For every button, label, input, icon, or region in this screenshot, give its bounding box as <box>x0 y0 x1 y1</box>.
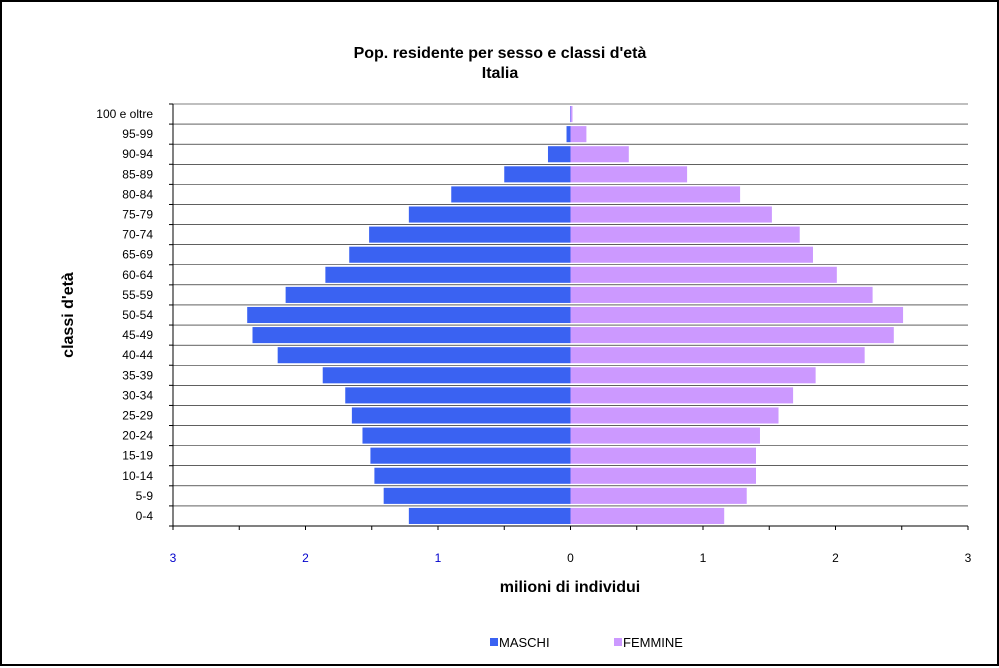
bar-femmine-20-24 <box>570 427 760 444</box>
bar-maschi-15-19 <box>370 447 571 464</box>
category-label: 90-94 <box>122 147 153 161</box>
category-label: 95-99 <box>122 127 153 141</box>
category-label: 45-49 <box>122 328 153 342</box>
bar-femmine-90-94 <box>570 146 629 163</box>
category-label: 40-44 <box>122 348 153 362</box>
bar-maschi-35-39 <box>322 367 571 384</box>
bars-layer <box>247 106 904 524</box>
axis-layer <box>169 103 969 530</box>
bar-maschi-20-24 <box>362 427 571 444</box>
bar-femmine-25-29 <box>570 407 779 424</box>
x-tick-label: 3 <box>170 551 177 565</box>
legend: MASCHI FEMMINE <box>490 635 683 650</box>
bar-femmine-0-4 <box>570 507 725 524</box>
category-label: 30-34 <box>122 388 153 402</box>
category-label: 80-84 <box>122 187 153 201</box>
bar-maschi-85-89 <box>504 166 571 183</box>
bar-maschi-25-29 <box>351 407 571 424</box>
legend-label-femmine: FEMMINE <box>623 635 683 650</box>
bar-femmine-55-59 <box>570 286 873 303</box>
bar-maschi-65-69 <box>349 246 571 263</box>
bar-femmine-70-74 <box>570 226 800 243</box>
bar-femmine-80-84 <box>570 186 741 203</box>
x-tick-label: 0 <box>567 551 574 565</box>
x-axis-title: milioni di individui <box>500 579 640 596</box>
bar-femmine-65-69 <box>570 246 813 263</box>
bar-maschi-10-14 <box>374 467 571 484</box>
bar-maschi-60-64 <box>325 266 571 283</box>
legend-swatch-femmine <box>614 638 622 646</box>
category-label: 20-24 <box>122 429 153 443</box>
bar-maschi-30-34 <box>345 387 571 404</box>
bar-maschi-45-49 <box>252 327 571 344</box>
category-label: 60-64 <box>122 268 153 282</box>
bar-femmine-50-54 <box>570 306 904 324</box>
bar-femmine-75-79 <box>570 206 772 223</box>
category-label: 65-69 <box>122 248 153 262</box>
x-tick-label: 1 <box>700 551 707 565</box>
bar-femmine-5-9 <box>570 487 747 504</box>
bar-femmine-45-49 <box>570 327 894 344</box>
bar-maschi-55-59 <box>285 286 571 303</box>
category-label: 100 e oltre <box>96 107 153 121</box>
x-tick-label: 3 <box>965 551 972 565</box>
y-axis-title: classi d'età <box>60 272 77 358</box>
legend-label-maschi: MASCHI <box>499 635 550 650</box>
bar-femmine-10-14 <box>570 467 756 484</box>
bar-maschi-80-84 <box>451 186 571 203</box>
category-label: 70-74 <box>122 228 153 242</box>
bar-femmine-35-39 <box>570 367 816 384</box>
category-label: 25-29 <box>122 408 153 422</box>
chart-subtitle: Italia <box>482 65 519 82</box>
bar-maschi-50-54 <box>247 306 571 324</box>
tick-labels: 3 2 1 0 1 2 3 <box>170 551 972 565</box>
bar-femmine-95-99 <box>570 126 587 143</box>
bar-femmine-30-34 <box>570 387 794 404</box>
category-label: 10-14 <box>122 469 153 483</box>
bar-femmine-40-44 <box>570 347 865 364</box>
bar-maschi-0-4 <box>408 507 571 524</box>
bar-maschi-75-79 <box>408 206 571 223</box>
bar-femmine-85-89 <box>570 166 688 183</box>
x-tick-label: 2 <box>832 551 839 565</box>
bar-maschi-40-44 <box>277 347 571 364</box>
x-tick-label: 2 <box>302 551 309 565</box>
x-tick-label: 1 <box>435 551 442 565</box>
category-label: 50-54 <box>122 308 153 322</box>
category-label: 0-4 <box>136 509 154 523</box>
bar-femmine-60-64 <box>570 266 837 283</box>
bar-femmine-100-e-oltre <box>570 106 573 123</box>
category-label: 35-39 <box>122 368 153 382</box>
category-label: 55-59 <box>122 288 153 302</box>
chart-title: Pop. residente per sesso e classi d'età <box>354 45 647 62</box>
bar-femmine-15-19 <box>570 447 756 464</box>
bar-maschi-70-74 <box>369 226 571 243</box>
bar-maschi-5-9 <box>383 487 571 504</box>
category-label: 15-19 <box>122 449 153 463</box>
category-label: 5-9 <box>136 489 154 503</box>
category-labels: 0-4 5-9 10-14 15-19 20-24 25-29 30-34 35-39 40-4… <box>96 107 153 523</box>
bar-maschi-95-99 <box>566 126 571 143</box>
category-label: 85-89 <box>122 167 153 181</box>
bar-maschi-90-94 <box>547 146 571 163</box>
legend-swatch-maschi <box>490 638 498 646</box>
category-label: 75-79 <box>122 208 153 222</box>
